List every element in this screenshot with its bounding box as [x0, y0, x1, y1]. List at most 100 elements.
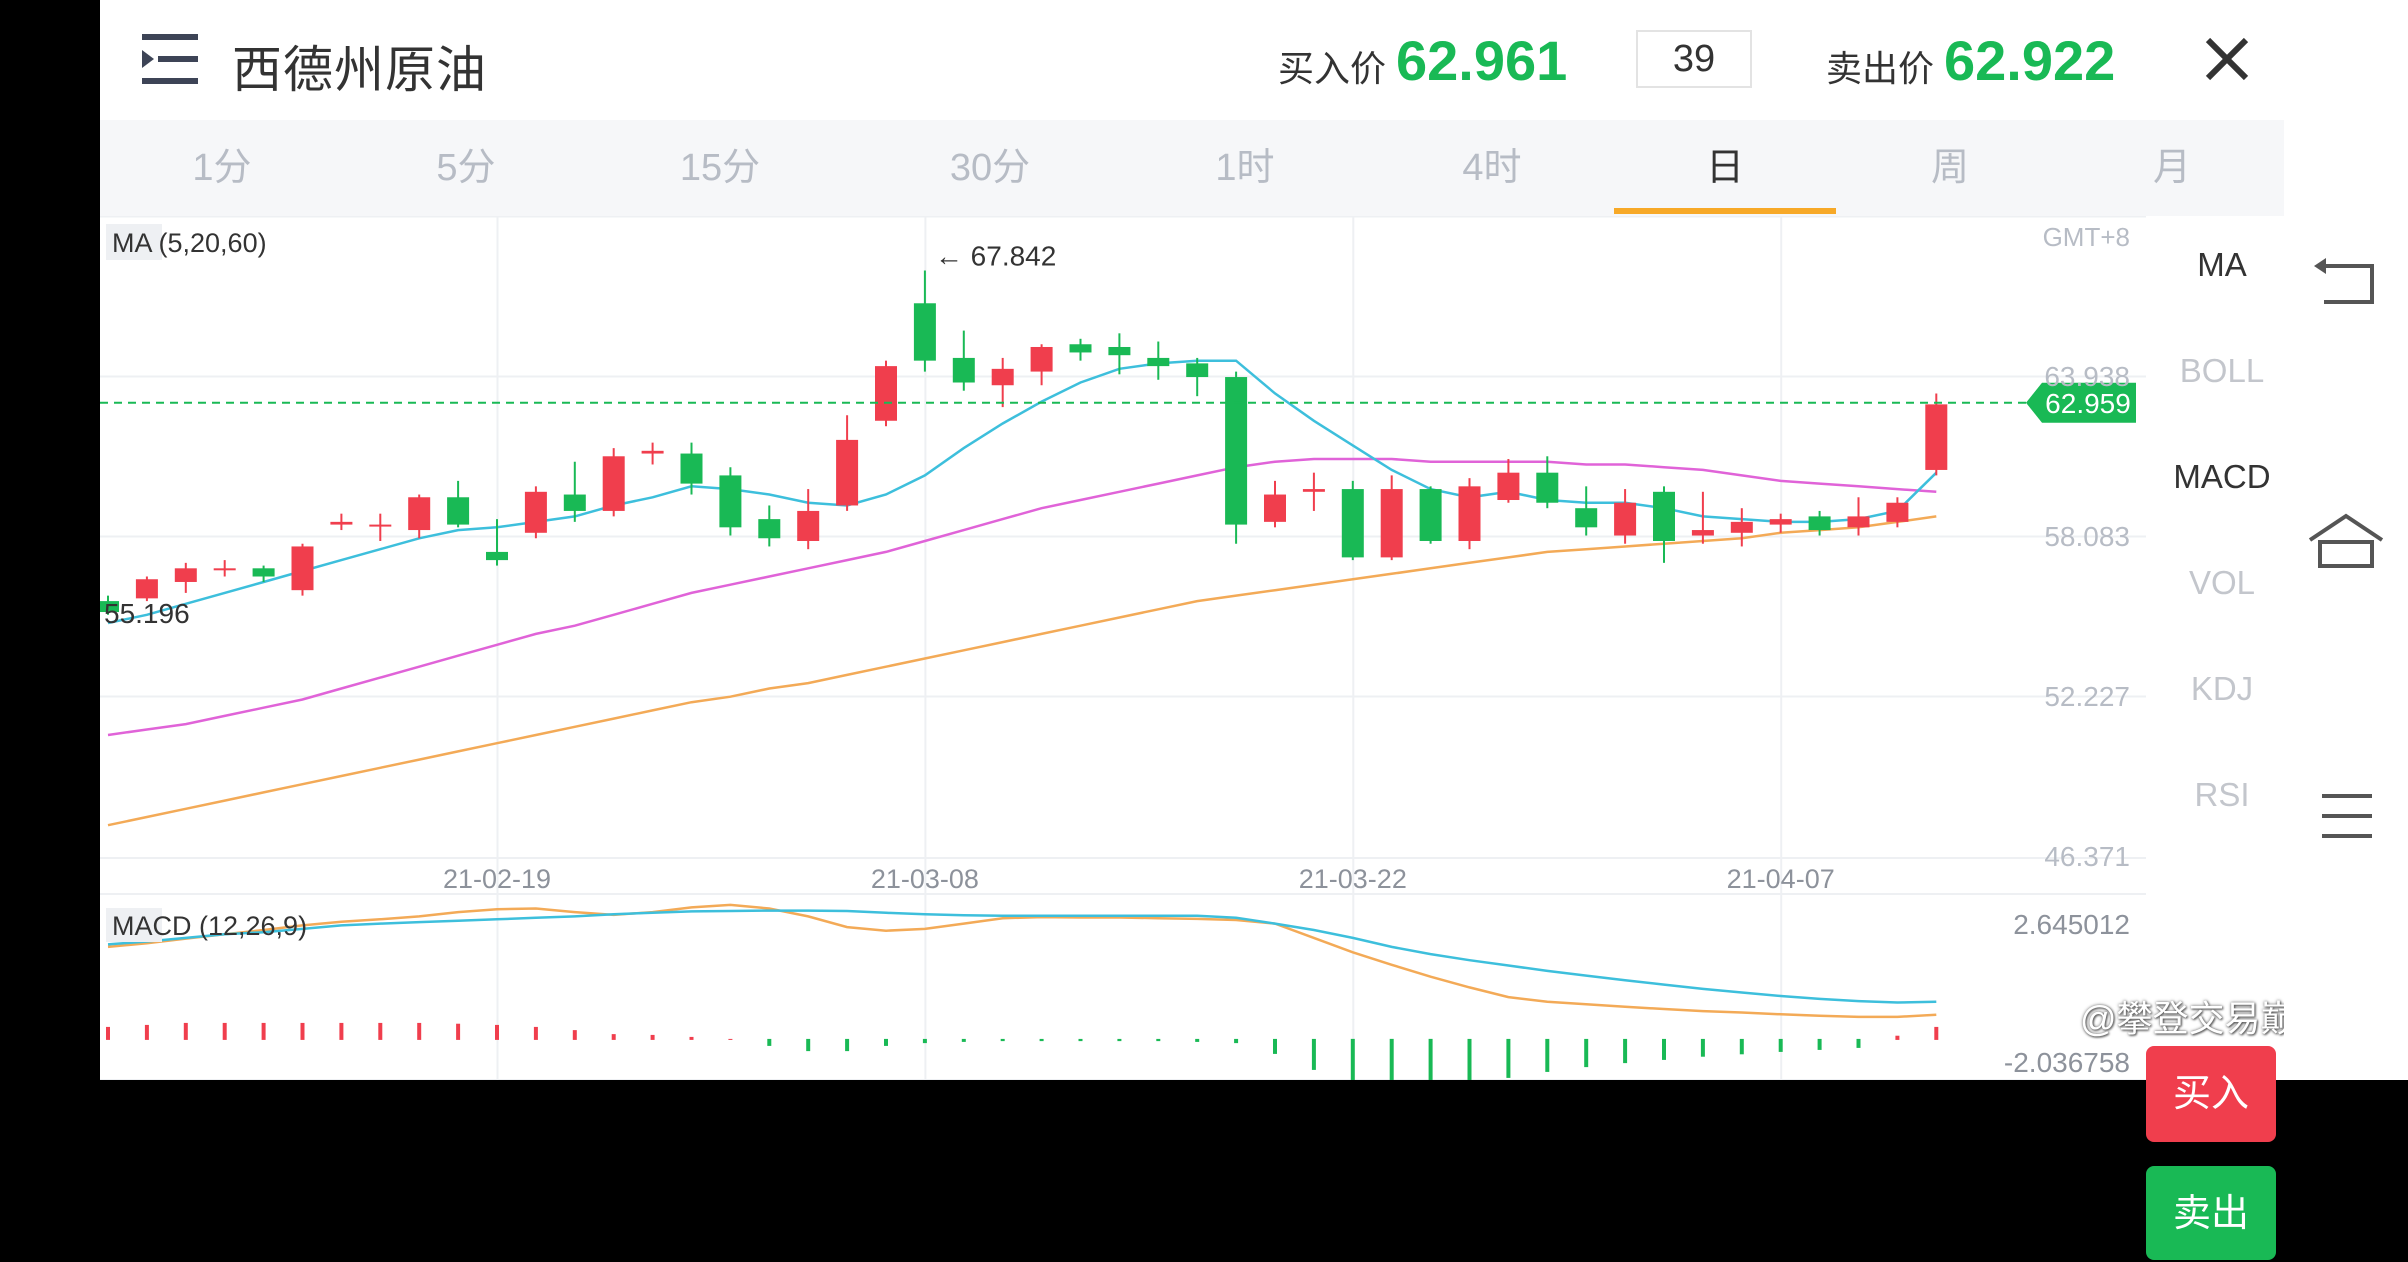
candle-body: [641, 450, 664, 454]
max-price-label: ← 67.842: [935, 240, 1056, 271]
macd-top-tick: 2.645012: [2013, 909, 2130, 940]
timezone-label: GMT+8: [2043, 222, 2130, 252]
candle-body: [524, 491, 547, 533]
candle-body: [213, 568, 236, 571]
y-tick-label: 63.938: [2044, 361, 2130, 392]
candle-body: [1691, 530, 1714, 536]
candle-body: [602, 456, 625, 511]
candle-body: [1497, 472, 1520, 501]
candle-body: [408, 497, 431, 531]
macd-dea-line: [107, 903, 1937, 1019]
candle-body: [758, 519, 781, 539]
candle-body: [1186, 363, 1209, 378]
candle-body: [1886, 502, 1909, 522]
spread-box: 39: [1636, 30, 1752, 88]
buy-price-label: 买入价: [1278, 48, 1387, 89]
candle-body: [330, 521, 353, 525]
candle-body: [1614, 502, 1637, 536]
min-price-label: 55.196: [104, 598, 190, 629]
tab-5[interactable]: 4时: [1462, 147, 1522, 189]
candle-body: [680, 453, 703, 484]
candle-body: [1380, 489, 1403, 558]
system-nav-bar: [2284, 0, 2408, 1080]
candle-body: [1147, 357, 1170, 367]
candle-body: [1769, 519, 1792, 525]
chart-area[interactable]: 62.959 GMT+8 63.938 58.083 52.227 46.371 MA (5…: [97, 215, 2333, 1260]
buy-price-value: 62.961: [1396, 29, 1568, 92]
candle-body: [1575, 508, 1598, 528]
active-tab-indicator: [1614, 208, 1836, 214]
recent-apps-icon[interactable]: [2284, 786, 2408, 846]
x-tick-label: 21-03-08: [871, 864, 979, 894]
y-tick-label: 46.371: [2044, 841, 2130, 872]
candle-body: [1458, 486, 1481, 541]
candle-body: [291, 546, 314, 591]
tab-0[interactable]: 1分: [192, 147, 252, 189]
ma60-line: [107, 515, 1937, 827]
ma20-line: [107, 457, 1937, 737]
menu-collapse-icon[interactable]: [140, 28, 202, 90]
candle-body: [1653, 491, 1675, 541]
candle-body: [1536, 472, 1559, 503]
home-icon[interactable]: [2284, 512, 2408, 572]
candle-body: [1108, 346, 1131, 356]
candle-body: [174, 568, 197, 582]
candle-body: [1730, 521, 1753, 533]
candlestick-chart[interactable]: 62.959 GMT+8 63.938 58.083 52.227 46.371 MA (5…: [97, 215, 2284, 1084]
back-icon[interactable]: [2284, 256, 2408, 316]
timeframe-tabs: 1分 5分 15分 30分 1时 4时 日 周 月: [100, 120, 2284, 216]
candle-body: [797, 510, 820, 541]
candle-body: [1030, 346, 1053, 372]
sell-price-value: 62.922: [1944, 29, 2116, 92]
y-tick-label: 58.083: [2044, 521, 2130, 552]
candle-body: [991, 368, 1014, 386]
indicator-ma[interactable]: MA: [2197, 246, 2247, 283]
tab-7[interactable]: 周: [1930, 147, 1969, 189]
candle-body: [1419, 489, 1442, 541]
candle-body: [252, 568, 275, 577]
indicator-kdj[interactable]: KDJ: [2190, 670, 2254, 707]
tab-2[interactable]: 15分: [679, 147, 761, 189]
candle-body: [1808, 516, 1831, 531]
tab-8[interactable]: 月: [2152, 147, 2191, 189]
indicator-macd[interactable]: MACD: [2173, 458, 2271, 495]
candle-body: [1302, 489, 1325, 492]
x-tick-label: 21-03-22: [1299, 864, 1407, 894]
macd-dif-line: [107, 909, 1937, 1004]
candle-body: [1341, 489, 1364, 558]
close-icon[interactable]: [2204, 36, 2250, 82]
x-tick-label: 21-02-19: [443, 864, 551, 894]
candle-body: [952, 357, 975, 383]
current-price-label: 62.959: [2045, 388, 2131, 419]
app-window: 西德州原油 买入价 62.961 39 卖出价 62.922 1分 5分 15分 30…: [97, 0, 2333, 1260]
sell-button[interactable]: 卖出: [2146, 1166, 2276, 1260]
candle-body: [97, 601, 119, 613]
buy-button[interactable]: 买入: [2146, 1046, 2276, 1142]
header: 西德州原油 买入价 62.961 39 卖出价 62.922: [100, 0, 2284, 120]
candle-body: [486, 551, 508, 561]
tab-6[interactable]: 日: [1705, 147, 1744, 189]
candle-body: [836, 439, 859, 506]
candle-body: [875, 366, 897, 421]
current-price-tag: [2026, 382, 2136, 423]
macd-legend-bg: [106, 908, 162, 942]
candle-body: [913, 303, 936, 361]
candle-body: [719, 475, 742, 528]
candle-body: [1225, 377, 1248, 525]
indicator-vol[interactable]: VOL: [2188, 564, 2256, 601]
candle-body: [369, 524, 392, 527]
tab-3[interactable]: 30分: [949, 147, 1031, 189]
tab-1[interactable]: 5分: [436, 147, 496, 189]
ma-legend: MA (5,20,60): [112, 228, 267, 258]
candle-body: [447, 497, 470, 525]
page-title: 西德州原油: [232, 42, 487, 98]
macd-legend: MACD (12,26,9): [112, 911, 307, 941]
x-tick-label: 21-04-07: [1727, 864, 1835, 894]
y-tick-label: 52.227: [2044, 681, 2130, 712]
ma-legend-bg: [106, 224, 162, 260]
indicator-rsi[interactable]: RSI: [2194, 776, 2250, 813]
candle-body: [1264, 494, 1286, 522]
indicator-boll[interactable]: BOLL: [2179, 352, 2265, 389]
sell-price-label: 卖出价: [1826, 48, 1935, 89]
tab-4[interactable]: 1时: [1215, 147, 1275, 189]
